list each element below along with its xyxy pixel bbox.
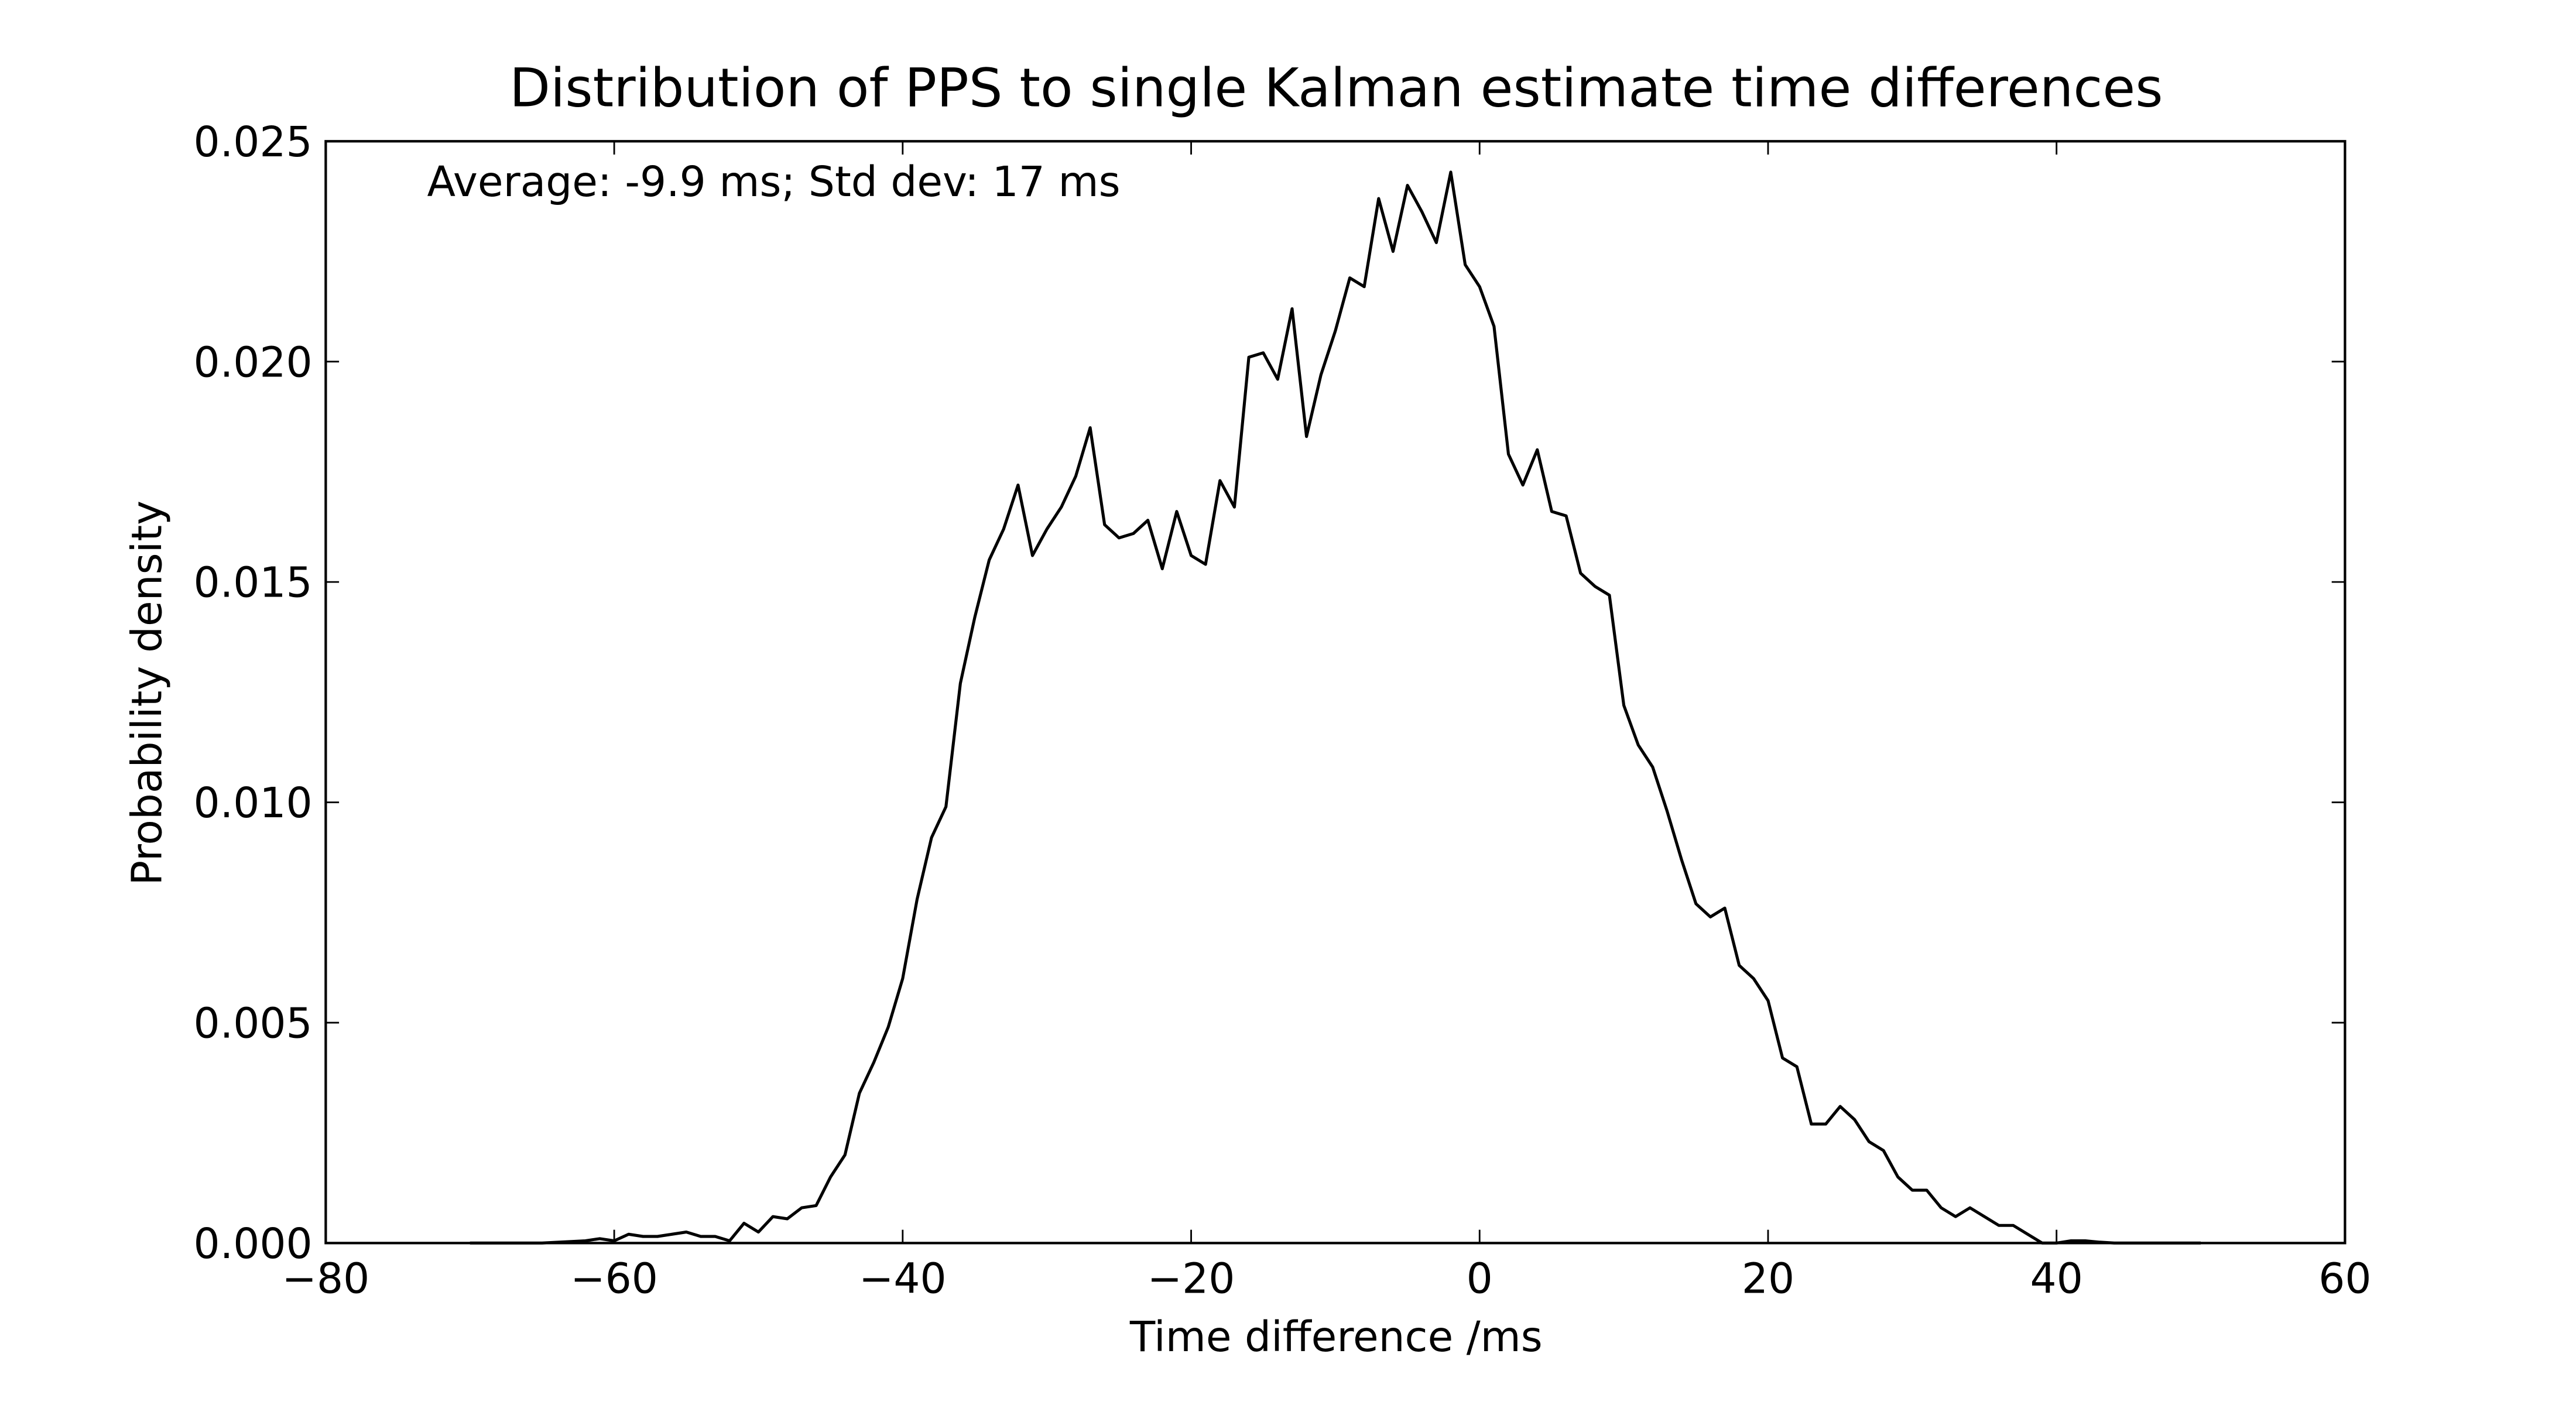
x-tick-label: −80 [282, 1255, 370, 1303]
annotation: Average: -9.9 ms; Std dev: 17 ms [427, 157, 1121, 206]
x-tick-label: −40 [859, 1255, 947, 1303]
chart-title: Distribution of PPS to single Kalman est… [509, 58, 2163, 119]
data-line [470, 170, 2201, 1245]
y-tick-label: 0.015 [194, 558, 313, 607]
y-tick-label: 0.010 [194, 779, 313, 827]
y-axis-label: Probability density [122, 501, 171, 886]
x-tick-label: 40 [2030, 1255, 2083, 1303]
y-tick-label: 0.000 [194, 1219, 313, 1268]
x-tick-label: −20 [1147, 1255, 1235, 1303]
x-axis-label: Time difference /ms [1129, 1313, 1543, 1361]
plot-frame [324, 140, 2347, 1245]
x-tick-label: 60 [2318, 1255, 2371, 1303]
x-tick-label: 0 [1467, 1255, 1493, 1303]
x-tick-label: −60 [570, 1255, 658, 1303]
y-tick-label: 0.025 [194, 118, 313, 166]
y-tick-label: 0.005 [194, 999, 313, 1047]
x-tick-label: 20 [1742, 1255, 1794, 1303]
y-tick-label: 0.020 [194, 338, 313, 386]
